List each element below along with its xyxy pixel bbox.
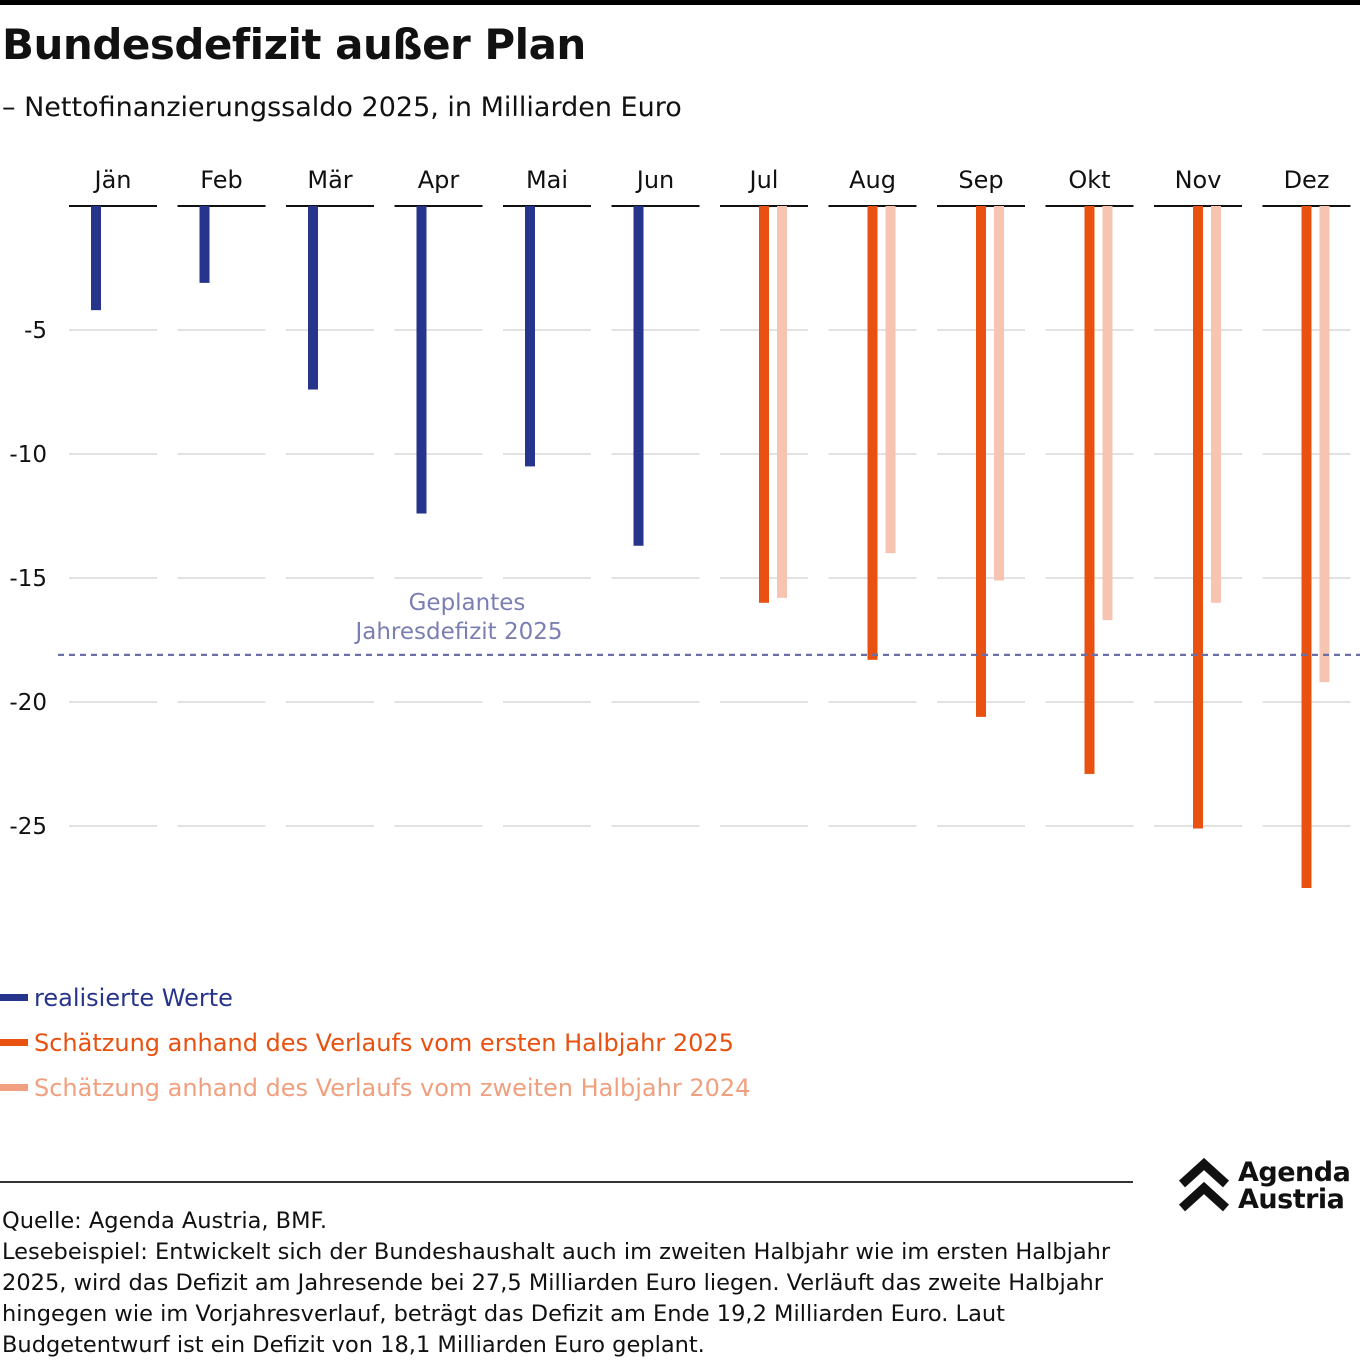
- reading-example: Lesebeispiel: Entwickelt sich der Bundes…: [2, 1239, 1111, 1358]
- chart-subtitle: – Nettofinanzierungssaldo 2025, in Milli…: [2, 92, 682, 123]
- legend-item-estimate-h2-2024: Schätzung anhand des Verlaufs vom zweite…: [0, 1065, 750, 1110]
- y-tick-label: -10: [9, 442, 47, 468]
- double-chevron-up-icon: [1178, 1158, 1230, 1212]
- chart-title: Bundesdefizit außer Plan: [2, 20, 586, 69]
- bar-realized: [199, 206, 210, 283]
- month-label: Feb: [200, 166, 243, 194]
- bar-estimate_h1_2025: [1084, 206, 1095, 774]
- bar-estimate_h2_2024: [1211, 206, 1221, 603]
- bar-realized: [633, 206, 644, 546]
- bar-realized: [416, 206, 427, 514]
- month-label: Mai: [526, 166, 568, 194]
- month-label: Jän: [93, 166, 132, 194]
- y-tick-label: -5: [24, 318, 47, 344]
- legend: realisierte Werte Schätzung anhand des V…: [0, 975, 750, 1110]
- month-label: Jun: [635, 166, 675, 194]
- month-label: Mär: [307, 166, 352, 194]
- y-tick-label: -25: [9, 814, 47, 840]
- month-label: Jul: [748, 166, 779, 194]
- bar-realized: [308, 206, 318, 390]
- gridlines: [69, 329, 1351, 827]
- legend-label: Schätzung anhand des Verlaufs vom ersten…: [34, 1028, 734, 1057]
- month-label: Sep: [958, 166, 1003, 194]
- bar-estimate_h1_2025: [867, 206, 878, 660]
- legend-item-realized: realisierte Werte: [0, 975, 750, 1020]
- bars: [91, 206, 1330, 888]
- bar-estimate_h1_2025: [976, 206, 986, 717]
- legend-label: realisierte Werte: [34, 983, 233, 1012]
- month-label: Dez: [1284, 166, 1330, 194]
- source-note: Quelle: Agenda Austria, BMF.: [2, 1208, 328, 1234]
- legend-swatch-estimate-h1-2025: [0, 1039, 28, 1046]
- bar-realized: [91, 206, 101, 311]
- footer-divider: [0, 1181, 1133, 1183]
- y-tick-label: -15: [9, 566, 47, 592]
- y-tick-label: -20: [9, 690, 47, 716]
- month-label: Apr: [418, 166, 460, 194]
- logo-line2: Austria: [1238, 1184, 1345, 1215]
- logo-wordmark: Agenda Austria: [1238, 1157, 1351, 1215]
- legend-swatch-realized: [0, 994, 28, 1001]
- bar-estimate_h2_2024: [1319, 206, 1330, 683]
- bar-estimate_h2_2024: [885, 206, 896, 554]
- bar-estimate_h2_2024: [994, 206, 1004, 581]
- reference-line-group: Geplantes Jahresdefizit 2025: [58, 590, 1360, 656]
- bar-estimate_h1_2025: [1193, 206, 1203, 829]
- footer-notes: Quelle: Agenda Austria, BMF. Lesebeispie…: [2, 1206, 1142, 1361]
- x-axis-months: Jän Feb Mär Apr Mai Jun Jul Aug Sep Okt Nov Dez: [69, 166, 1351, 207]
- y-axis-ticks: -5 -10 -15 -20 -25: [9, 318, 47, 840]
- planned-deficit-label-line2: Jahresdefizit 2025: [353, 619, 562, 645]
- legend-swatch-estimate-h2-2024: [0, 1084, 28, 1091]
- planned-deficit-label-line1: Geplantes: [409, 590, 526, 616]
- legend-label: Schätzung anhand des Verlaufs vom zweite…: [34, 1073, 751, 1102]
- bar-realized: [525, 206, 535, 467]
- bar-estimate_h2_2024: [777, 206, 787, 598]
- month-label: Nov: [1175, 166, 1222, 194]
- top-rule: [0, 0, 1360, 5]
- bar-estimate_h1_2025: [759, 206, 769, 603]
- month-label: Aug: [849, 166, 896, 194]
- logo-line1: Agenda: [1238, 1157, 1351, 1188]
- bar-chart: -5 -10 -15 -20 -25 Jän Feb Mär Apr Mai Jun Jul Aug S…: [9, 166, 1360, 888]
- bar-estimate_h2_2024: [1102, 206, 1113, 621]
- bar-estimate_h1_2025: [1301, 206, 1312, 888]
- legend-item-estimate-h1-2025: Schätzung anhand des Verlaufs vom ersten…: [0, 1020, 750, 1065]
- month-label: Okt: [1068, 166, 1110, 194]
- agenda-austria-logo: Agenda Austria: [1178, 1157, 1351, 1215]
